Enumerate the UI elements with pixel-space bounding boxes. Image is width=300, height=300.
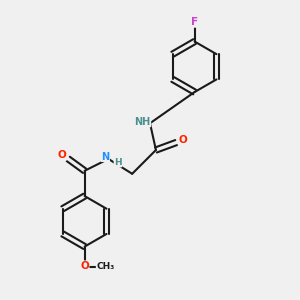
Text: F: F: [191, 17, 198, 27]
Text: NH: NH: [134, 117, 151, 127]
Text: H: H: [114, 158, 122, 167]
Text: O: O: [178, 135, 187, 145]
Text: O: O: [57, 150, 66, 160]
Text: N: N: [101, 152, 110, 161]
Text: O: O: [80, 261, 89, 271]
Text: CH₃: CH₃: [96, 262, 115, 271]
